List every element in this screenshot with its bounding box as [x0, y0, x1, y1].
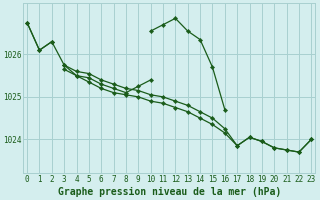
X-axis label: Graphe pression niveau de la mer (hPa): Graphe pression niveau de la mer (hPa): [58, 186, 281, 197]
